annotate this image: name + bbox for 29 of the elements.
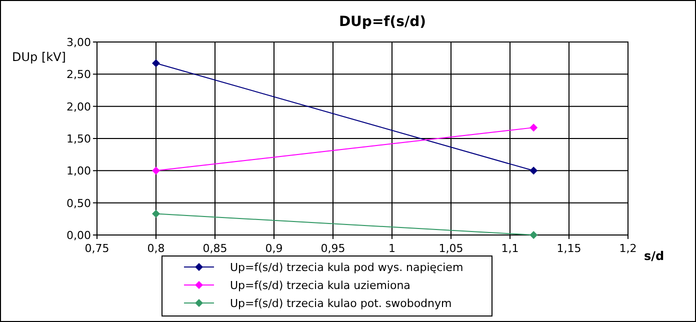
y-tick-label: 1,50 xyxy=(66,132,91,146)
chart-title: DUp=f(s/d) xyxy=(338,14,426,30)
legend-label: Up=f(s/d) trzecia kulao pot. swobodnym xyxy=(230,297,452,310)
y-axis-title: DUp [kV] xyxy=(12,50,66,64)
x-tick-label: 0,85 xyxy=(202,242,228,255)
legend-label: Up=f(s/d) trzecia kula pod wys. napięciem xyxy=(230,261,464,274)
x-tick-label: 1,1 xyxy=(501,242,519,255)
y-tick-label: 0,50 xyxy=(66,196,91,210)
point xyxy=(152,210,160,218)
x-axis-title: s/d xyxy=(644,249,664,263)
point xyxy=(530,124,538,132)
point xyxy=(530,166,538,175)
x-tick-label: 0,95 xyxy=(320,242,346,255)
y-tick-label: 2,00 xyxy=(66,100,91,114)
legend-label: Up=f(s/d) trzecia kula uziemiona xyxy=(230,279,410,292)
y-tick-label: 0,00 xyxy=(66,229,91,242)
point xyxy=(530,231,538,239)
point xyxy=(152,59,160,68)
x-tick-label: 0,9 xyxy=(265,242,283,255)
y-tick-label: 3,00 xyxy=(66,36,91,49)
x-tick-label: 1,2 xyxy=(619,242,637,255)
x-tick-label: 1 xyxy=(388,242,396,255)
point xyxy=(152,166,160,175)
x-tick-label: 1,15 xyxy=(556,242,582,255)
x-tick-label: 1,05 xyxy=(438,242,464,255)
x-tick-label: 0,75 xyxy=(84,242,110,255)
x-tick-label: 0,8 xyxy=(147,242,165,255)
y-tick-label: 2,50 xyxy=(66,68,91,82)
y-tick-label: 1,00 xyxy=(66,164,91,178)
